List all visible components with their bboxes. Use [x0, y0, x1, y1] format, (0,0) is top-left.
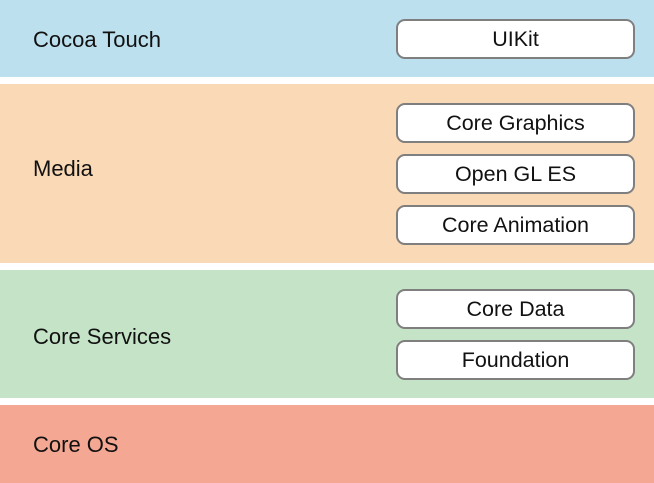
framework-core-graphics: Core Graphics	[396, 103, 635, 143]
layer-label-media: Media	[33, 156, 93, 181]
layer-core-os: Core OS	[0, 405, 654, 483]
framework-uikit: UIKit	[396, 19, 635, 59]
layer-media: Media Core Graphics Open GL ES Core Anim…	[0, 84, 654, 263]
framework-foundation: Foundation	[396, 340, 635, 380]
layer-label-core-os: Core OS	[33, 432, 119, 457]
framework-core-data: Core Data	[396, 289, 635, 329]
layer-label-core-services: Core Services	[33, 324, 172, 349]
layer-label-cocoa-touch: Cocoa Touch	[33, 27, 162, 52]
layer-cocoa-touch: Cocoa Touch UIKit	[0, 0, 654, 77]
layer-core-services: Core Services Core Data Foundation	[0, 270, 654, 398]
framework-open-gl-es: Open GL ES	[396, 154, 635, 194]
framework-core-animation: Core Animation	[396, 205, 635, 245]
